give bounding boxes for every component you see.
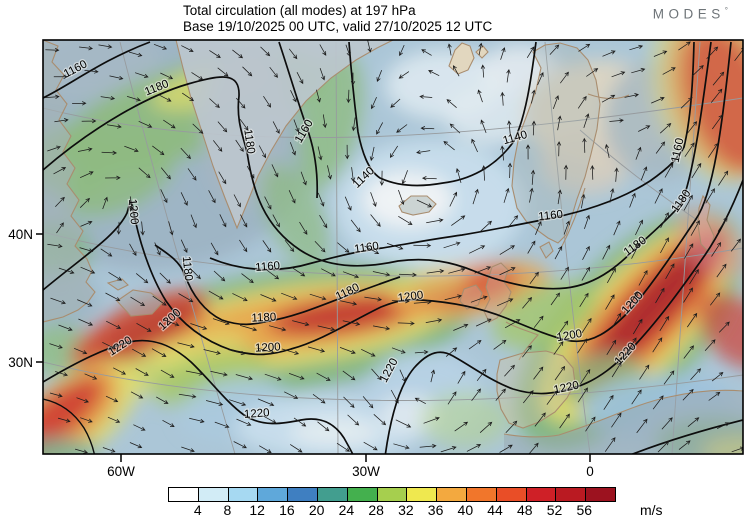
denmark [539, 241, 554, 259]
colorbar-tick: 32 [398, 502, 414, 516]
contour-label: 1160 [255, 260, 281, 274]
colorbar-tick: 40 [457, 502, 474, 516]
contour-label: 1200 [397, 289, 424, 304]
circulation-contours [43, 41, 743, 454]
colorbar-cell [227, 488, 258, 501]
colorbar-cell [346, 488, 377, 501]
map-frame [42, 39, 744, 455]
contour-label: 1180 [251, 311, 276, 324]
colorbar-cell [406, 488, 437, 501]
colorbar-cell [316, 488, 347, 501]
contour-label: 1160 [354, 240, 380, 255]
x-axis-label: 30W [352, 464, 380, 479]
scandinavia [511, 42, 601, 244]
colorbar-cell [197, 488, 228, 501]
iceland [398, 195, 437, 216]
contour-label: 1220 [244, 407, 270, 421]
north-africa [504, 390, 743, 454]
colorbar-units: m/s [640, 502, 663, 516]
colorbar-tick: 16 [279, 502, 295, 516]
x-axis-label: 0 [586, 464, 594, 479]
title-line-2: Base 19/10/2025 00 UTC, valid 27/10/2025… [183, 18, 493, 34]
wind-arrow-paths [45, 40, 743, 454]
contour-label: 1200 [556, 328, 583, 344]
colorbar-cell [495, 488, 526, 501]
colorbar-tick: 8 [223, 502, 232, 516]
colorbar-tick: 36 [427, 502, 444, 516]
ireland [459, 284, 483, 310]
colorbar-cell [585, 488, 615, 501]
coastlines [43, 40, 743, 454]
chart-title: Total circulation (all modes) at 197 hPa… [183, 3, 492, 34]
colorbar-cell [436, 488, 466, 501]
modes-logo-text: MODES [652, 6, 725, 22]
contour-label: 1200 [126, 198, 140, 225]
colorbar-tick: 56 [576, 502, 593, 516]
colorbar-tick: 20 [308, 502, 325, 516]
colorbar-cell [169, 488, 198, 501]
colorbar-cell [465, 488, 496, 501]
y-axis-label: 40N [8, 227, 33, 242]
contour-label: 1180 [241, 129, 256, 155]
axis-ticks-and-labels: 40N 30N 60W 30W 0 [8, 227, 594, 479]
colorbar-tick: 4 [193, 502, 202, 516]
colorbar-tick: 28 [368, 502, 384, 516]
colorbar-tick: 48 [517, 502, 533, 516]
colorbar-tick: 52 [546, 502, 563, 516]
y-axis-label: 30N [8, 355, 33, 370]
colorbar-tick: 44 [487, 502, 503, 516]
colorbar-cell [287, 488, 317, 501]
graticule [43, 41, 743, 454]
greenland [175, 40, 394, 230]
wind-vector-arrows [45, 40, 743, 454]
modes-logo: MODES° [653, 6, 728, 22]
svalbard [448, 42, 475, 75]
africa-coast [503, 389, 743, 438]
colorbar-tick: 24 [338, 502, 355, 516]
colorbar-tick: 12 [249, 502, 265, 516]
modes-logo-mark: ° [724, 6, 728, 15]
x-axis-label: 60W [107, 464, 135, 479]
contour-label: 1200 [255, 341, 281, 354]
colorbar [168, 487, 616, 502]
contour-label: 1180 [180, 256, 195, 282]
colorbar-cell [525, 488, 556, 501]
title-line-1: Total circulation (all modes) at 197 hPa [183, 3, 416, 18]
colorbar-cell [555, 488, 586, 501]
contour-label: 1160 [538, 209, 564, 224]
colorbar-cell [257, 488, 288, 501]
colorbar-cell [376, 488, 407, 501]
